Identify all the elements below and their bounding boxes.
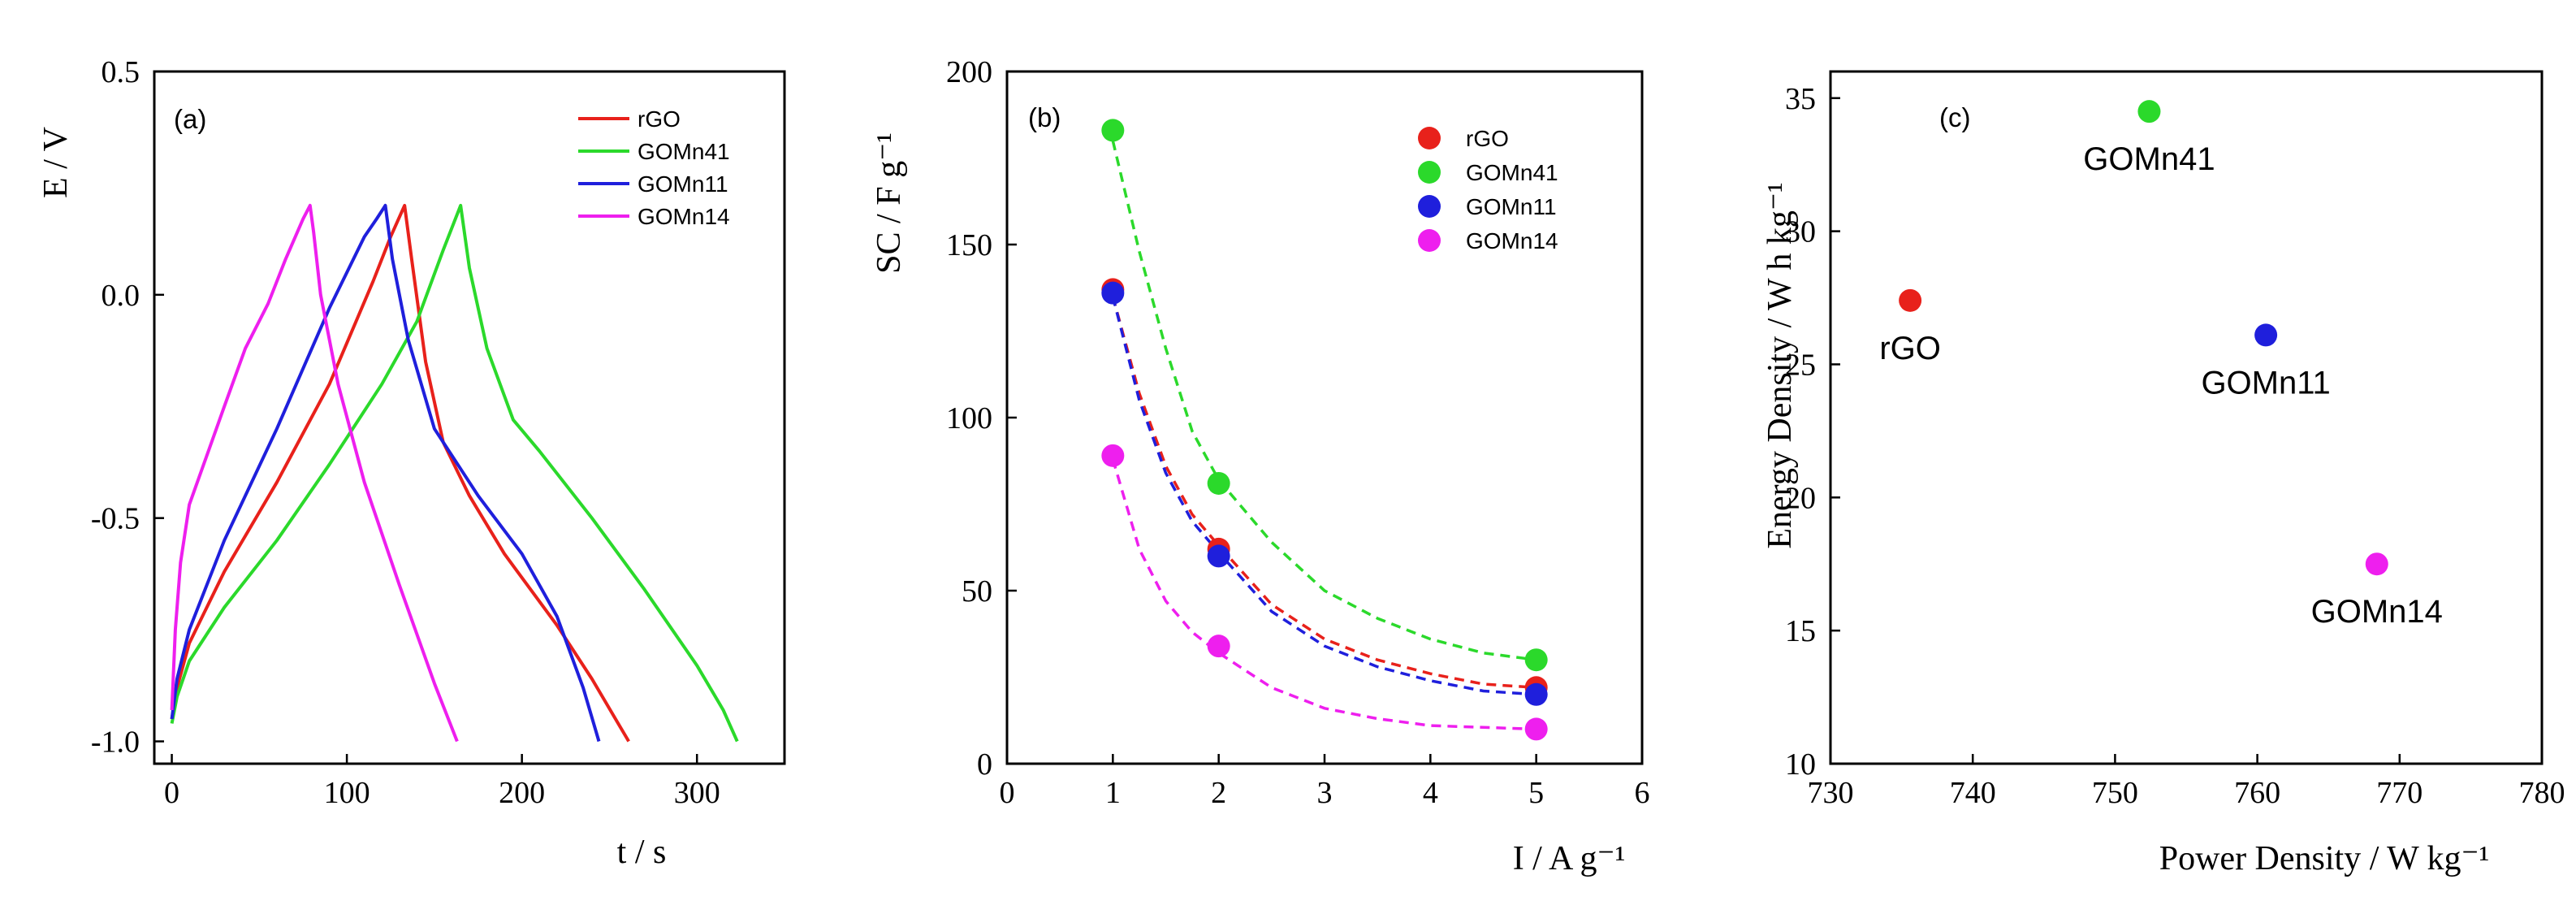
y-tick-label-b: 0 (977, 747, 992, 782)
data-point-GOMn41 (1524, 648, 1548, 672)
x-axis-title-c: Power Density / W kg⁻¹ (2159, 840, 2490, 877)
tick-group-a: 0 100 200 300 0.5 0.0 -0.5 -1.0 (91, 55, 720, 810)
x-tick-label-b: 1 (1105, 776, 1121, 810)
panel-b: (b) I / A g⁻¹ SC / F g⁻¹ 0 1 2 3 4 5 6 0 50 100 15… (871, 55, 1650, 877)
y-tick-label-c: 25 (1785, 348, 1816, 382)
marker-group-c: rGO GOMn41 GOMn11 GOMn14 (1879, 100, 2443, 630)
legend-b: rGO GOMn41 GOMn11 GOMn14 (1418, 126, 1558, 253)
marker-group-b (1101, 119, 1548, 741)
legend-label-rGO-a: rGO (638, 106, 681, 132)
point-label-GOMn41: GOMn41 (2083, 141, 2215, 177)
point-label-GOMn14: GOMn14 (2311, 594, 2443, 630)
fit-curve-rGO (1111, 296, 1537, 690)
x-tick-label-c: 760 (2234, 776, 2280, 810)
x-axis-title-a: t / s (617, 834, 667, 871)
panel-c: (c) Power Density / W kg⁻¹ Energy Densit… (1761, 70, 2565, 877)
series-line-GOMn11 (170, 203, 601, 743)
x-tick-label-c: 730 (1808, 776, 1854, 810)
x-tick-label-c: 780 (2519, 776, 2565, 810)
y-tick-label-b: 100 (946, 401, 992, 435)
series-line-GOMn14 (170, 203, 459, 743)
fit-curve-GOMn14 (1111, 458, 1537, 731)
data-point-GOMn14 (1524, 717, 1548, 741)
y-axis-title-a: E / V (37, 127, 75, 198)
legend-label-GOMn41-b: GOMn41 (1466, 160, 1558, 185)
x-tick-label-c: 750 (2092, 776, 2138, 810)
panel-a: (a) t / s E / V 0 100 200 300 0.5 0.0 -0.5 -1.0… (37, 55, 786, 871)
panel-c-label: (c) (1939, 102, 1970, 132)
legend-label-GOMn41-a: GOMn41 (638, 139, 730, 164)
y-tick-label-c: 20 (1785, 481, 1816, 515)
x-tick-label-a: 200 (499, 776, 545, 810)
x-tick-label-a: 100 (324, 776, 370, 810)
y-tick-label-c: 35 (1785, 82, 1816, 116)
x-tick-label-c: 740 (1950, 776, 1996, 810)
y-tick-label-c: 30 (1785, 215, 1816, 249)
point-label-rGO: rGO (1879, 331, 1941, 366)
data-point-GOMn11 (1207, 544, 1230, 568)
legend-label-GOMn11-b: GOMn11 (1466, 194, 1557, 219)
legend-a: rGO GOMn41 GOMn11 GOMn14 (578, 106, 730, 229)
x-tick-label-c: 770 (2376, 776, 2423, 810)
tick-group-b: 0 1 2 3 4 5 6 0 50 100 150 200 (946, 55, 1650, 810)
legend-label-GOMn14-b: GOMn14 (1466, 228, 1558, 253)
data-point-GOMn41 (1101, 119, 1125, 142)
x-tick-label-b: 6 (1635, 776, 1650, 810)
y-tick-label-b: 50 (962, 574, 992, 609)
series-line-rGO (170, 203, 630, 743)
data-point-GOMn41 (1207, 471, 1230, 495)
y-axis-title-b: SC / F g⁻¹ (871, 132, 908, 274)
y-tick-label-a: 0.5 (102, 55, 140, 89)
y-tick-label-c: 15 (1785, 614, 1816, 648)
x-tick-label-b: 4 (1423, 776, 1438, 810)
data-point-GOMn14 (1101, 444, 1125, 467)
y-tick-label-a: -0.5 (91, 502, 140, 536)
y-tick-label-a: 0.0 (102, 279, 140, 313)
legend-marker-GOMn14-b (1418, 229, 1441, 252)
fit-curve-group-b (1111, 140, 1537, 731)
tick-group-c: 730 740 750 760 770 780 10 15 20 25 30 35 (1785, 82, 2565, 810)
panel-a-label: (a) (174, 104, 206, 134)
legend-label-GOMn14-a: GOMn14 (638, 204, 730, 229)
data-point-GOMn14 (1207, 635, 1230, 658)
fit-curve-GOMn11 (1111, 296, 1537, 696)
fit-curve-GOMn41 (1111, 140, 1537, 661)
x-tick-label-b: 2 (1211, 776, 1226, 810)
x-tick-label-b: 0 (1000, 776, 1015, 810)
x-axis-title-b: I / A g⁻¹ (1513, 840, 1626, 877)
plot-frame-c (1829, 70, 2544, 765)
data-point-GOMn11 (2254, 323, 2278, 347)
legend-marker-rGO-b (1418, 127, 1441, 149)
plot-frame-a (153, 70, 786, 765)
series-line-GOMn41 (170, 203, 739, 743)
point-label-GOMn11: GOMn11 (2201, 365, 2330, 401)
y-axis-title-c: Energy Density / W h kg⁻¹ (1761, 182, 1799, 548)
y-tick-label-c: 10 (1785, 747, 1816, 782)
data-point-GOMn11 (1524, 682, 1548, 706)
panel-b-label: (b) (1028, 102, 1061, 132)
legend-marker-GOMn41-b (1418, 161, 1441, 184)
data-point-GOMn14 (2365, 552, 2388, 576)
legend-label-rGO-b: rGO (1466, 126, 1509, 151)
legend-label-GOMn11-a: GOMn11 (638, 171, 728, 197)
series-group-a (170, 203, 739, 743)
data-point-rGO (1899, 288, 1922, 312)
x-tick-label-b: 5 (1528, 776, 1544, 810)
data-point-GOMn11 (1101, 281, 1125, 305)
y-tick-label-b: 150 (946, 228, 992, 262)
data-point-GOMn41 (2137, 100, 2161, 123)
y-tick-label-b: 200 (946, 55, 992, 89)
x-tick-label-b: 3 (1317, 776, 1333, 810)
y-tick-label-a: -1.0 (91, 726, 140, 760)
x-tick-label-a: 0 (164, 776, 179, 810)
legend-marker-GOMn11-b (1418, 195, 1441, 218)
x-tick-label-a: 300 (674, 776, 720, 810)
